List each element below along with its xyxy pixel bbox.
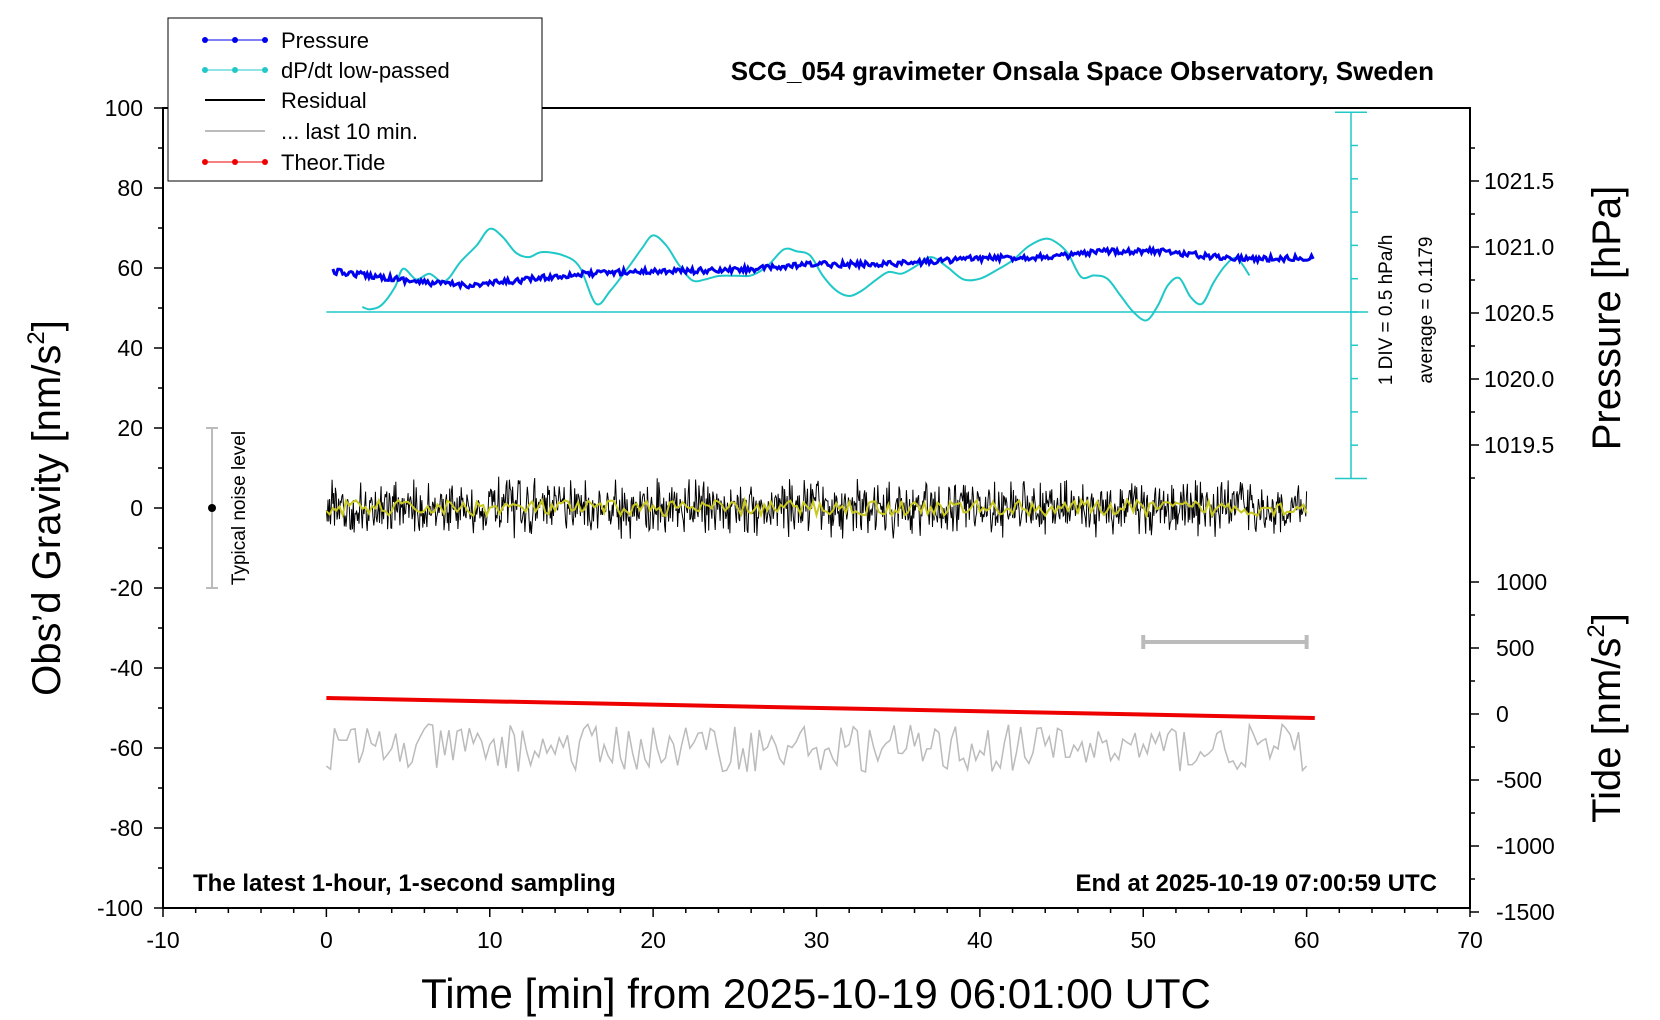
legend: Pressure dP/dt low-passed Residual ... l… [167, 17, 543, 182]
y-tick-label: 60 [117, 255, 143, 281]
legend-item-dpdt: dP/dt low-passed [202, 58, 450, 83]
x-tick-label: 30 [804, 927, 830, 953]
y-axis-title: Obs’d Gravity [nm/s2] [23, 320, 69, 696]
legend-marker-dpdt [202, 67, 208, 73]
pressure-axis-title: Pressure [hPa] [1585, 186, 1629, 451]
legend-item-tide: Theor.Tide [202, 150, 385, 175]
noise-level-label: Typical noise level [229, 431, 250, 585]
sampling-note: The latest 1-hour, 1-second sampling [193, 870, 616, 897]
residual-series-line [325, 476, 1308, 539]
legend-marker-pressure [262, 37, 268, 43]
dpdt-scale-bar [1335, 111, 1367, 480]
x-tick-label: 0 [320, 927, 333, 953]
y-axis-title-sup: 2 [23, 331, 50, 344]
legend-label-last10: ... last 10 min. [281, 119, 418, 144]
tide-axis-ticks: -1500 -1000 -500 0 500 1000 [1470, 569, 1555, 925]
legend-label-tide: Theor.Tide [281, 150, 385, 175]
x-tick-label: -10 [146, 927, 179, 953]
legend-label-pressure: Pressure [281, 28, 369, 53]
y-axis-ticks: -100 -80 -60 -40 -20 0 20 40 60 80 100 [97, 95, 163, 921]
pressure-tick-label: 1020.5 [1484, 300, 1554, 326]
x-tick-label: 50 [1130, 927, 1156, 953]
legend-marker-pressure [232, 37, 238, 43]
pressure-tick-label: 1020.0 [1484, 366, 1554, 392]
y-tick-label: -80 [110, 815, 143, 841]
legend-label-dpdt: dP/dt low-passed [281, 58, 450, 83]
x-tick-label: 20 [640, 927, 666, 953]
legend-item-residual: Residual [205, 88, 367, 113]
tide-axis-title-main: Tide [nm/s [1585, 638, 1629, 823]
noise-level-point [208, 504, 217, 512]
y-tick-label: 40 [117, 335, 143, 361]
x-axis-title: Time [min] from 2025-10-19 06:01:00 UTC [421, 970, 1211, 1017]
y-tick-label: 100 [105, 95, 143, 121]
end-time-note: End at 2025-10-19 07:00:59 UTC [1076, 870, 1438, 897]
tide-tick-label: -1000 [1496, 833, 1555, 859]
tide-tick-label: 1000 [1496, 569, 1547, 595]
tide-tick-label: 500 [1496, 635, 1534, 661]
y-tick-label: -20 [110, 575, 143, 601]
legend-marker-pressure [202, 37, 208, 43]
y-axis-title-end: ] [25, 320, 69, 331]
x-tick-label: 60 [1294, 927, 1320, 953]
pressure-tick-label: 1021.0 [1484, 234, 1554, 260]
dpdt-scale-label: 1 DIV = 0.5 hPa/h [1376, 235, 1397, 386]
legend-marker-tide [262, 159, 268, 165]
legend-marker-tide [232, 159, 238, 165]
tide-axis-title: Tide [nm/s2] [1583, 613, 1629, 823]
dpdt-average-label: average = 0.1179 [1416, 236, 1437, 383]
pressure-tick-label: 1021.5 [1484, 168, 1554, 194]
y-tick-label: -40 [110, 655, 143, 681]
chart-title: SCG_054 gravimeter Onsala Space Observat… [731, 56, 1434, 86]
x-tick-label: 40 [967, 927, 993, 953]
tide-tick-label: 0 [1496, 701, 1509, 727]
y-axis-title-main: Obs’d Gravity [nm/s [25, 345, 69, 696]
legend-item-pressure: Pressure [202, 28, 369, 53]
pressure-series-line [331, 244, 1315, 291]
plot-lines [206, 227, 1368, 774]
x-tick-label: 10 [477, 927, 503, 953]
legend-marker-dpdt [232, 67, 238, 73]
x-axis-ticks: -10 0 10 20 30 40 50 60 70 [146, 908, 1483, 953]
pressure-tick-label: 1019.5 [1484, 432, 1554, 458]
legend-marker-dpdt [262, 67, 268, 73]
y-tick-label: -60 [110, 735, 143, 761]
legend-marker-tide [202, 159, 208, 165]
y-tick-label: 80 [117, 175, 143, 201]
legend-item-last10: ... last 10 min. [205, 119, 418, 144]
tide-series-line [326, 696, 1315, 720]
y-tick-label: 20 [117, 415, 143, 441]
y-tick-label: 0 [130, 495, 143, 521]
pressure-axis-ticks: 1019.5 1020.0 1020.5 1021.0 1021.5 [1470, 147, 1554, 479]
tide-axis-title-end: ] [1585, 613, 1629, 624]
legend-label-residual: Residual [281, 88, 367, 113]
last10-series-line [325, 722, 1308, 774]
tide-axis-title-sup: 2 [1583, 624, 1610, 637]
y-tick-label: -100 [97, 895, 143, 921]
tide-tick-label: -1500 [1496, 899, 1555, 925]
tide-tick-label: -500 [1496, 767, 1542, 793]
x-tick-label: 70 [1457, 927, 1483, 953]
residual-smoothed-line [325, 496, 1308, 520]
dpdt-series-line [361, 227, 1251, 322]
